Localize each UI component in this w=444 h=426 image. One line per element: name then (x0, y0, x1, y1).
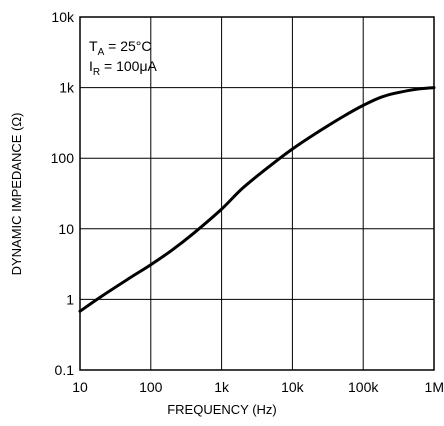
x-tick-label: 100 (139, 379, 163, 395)
x-axis-label: FREQUENCY (Hz) (167, 402, 277, 417)
temperature-annotation: TA = 25°C (89, 38, 151, 58)
y-tick-label: 10k (51, 9, 75, 25)
x-tick-label: 100k (348, 379, 379, 395)
y-tick-label: 0.1 (55, 362, 75, 378)
x-tick-label: 1M (425, 379, 444, 395)
plot-frame (79, 16, 435, 371)
y-tick-labels: 0.1 1 10 100 1k 10k (51, 9, 75, 378)
x-tick-label: 10 (72, 379, 88, 395)
y-tick-label: 1k (59, 80, 75, 96)
current-annotation: IR = 100μA (89, 58, 158, 78)
impedance-curve (78, 86, 436, 313)
y-axis-label: DYNAMIC IMPEDANCE (Ω) (9, 113, 24, 276)
x-tick-label: 1k (214, 379, 230, 395)
x-tick-labels: 10 100 1k 10k 100k 1M (72, 379, 444, 395)
y-tick-label: 10 (58, 221, 74, 237)
x-tick-label: 10k (281, 379, 305, 395)
y-tick-label: 1 (66, 291, 74, 307)
y-tick-label: 100 (51, 150, 75, 166)
